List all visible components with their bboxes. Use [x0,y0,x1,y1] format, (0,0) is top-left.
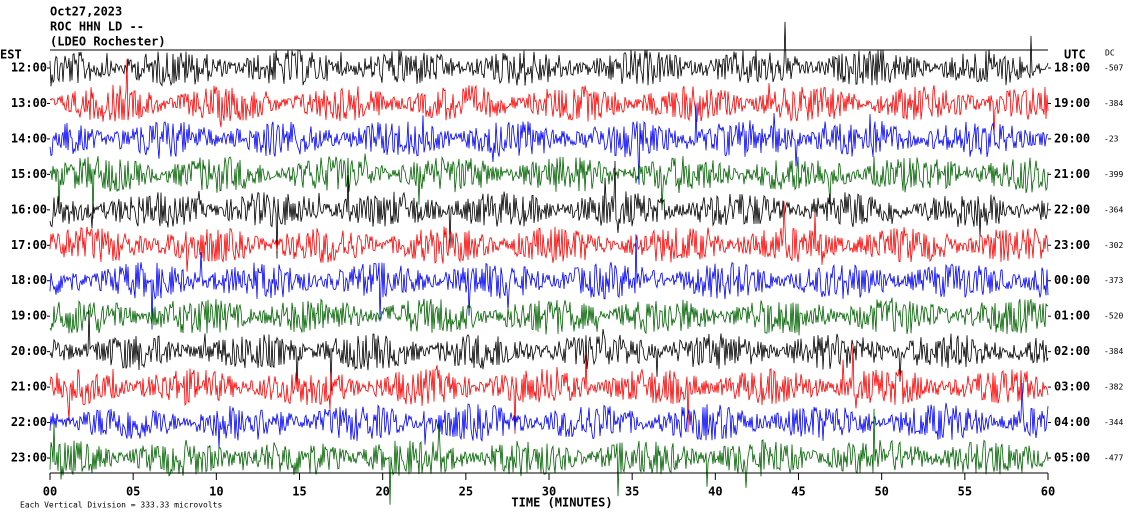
trace [49,153,1049,219]
utc-label: 03:00 [1054,380,1090,394]
header-line: ROC HHN LD -- [50,20,144,34]
est-label: 19:00 [11,309,47,323]
est-label: 14:00 [11,131,47,145]
dc-value: -384 [1104,347,1123,356]
est-label: 23:00 [11,451,47,465]
dc-value: -373 [1104,276,1123,285]
est-label: 13:00 [11,96,47,110]
utc-label: 18:00 [1054,61,1090,75]
est-label: 16:00 [11,202,47,216]
dc-value: -507 [1104,64,1123,73]
trace [49,234,1049,330]
utc-label: 00:00 [1054,273,1090,287]
utc-label: 04:00 [1054,415,1090,429]
traces [49,21,1049,505]
est-label: 21:00 [11,380,47,394]
x-tick-label: 55 [958,485,972,499]
x-tick-label: 60 [1041,485,1055,499]
x-tick-label: 50 [874,485,888,499]
dc-value: -302 [1104,241,1123,250]
header-line: Oct27,2023 [50,5,122,19]
est-label: 20:00 [11,344,47,358]
x-tick-label: 05 [126,485,140,499]
trace [49,201,1049,272]
dc-label: DC [1105,49,1115,58]
dc-value: -477 [1104,454,1123,463]
trace [49,310,1049,391]
dc-value: -344 [1104,418,1123,427]
trace [49,160,1049,259]
x-tick-label: 20 [375,485,389,499]
dc-value: -520 [1104,312,1123,321]
trace [49,342,1049,434]
est-label: 17:00 [11,238,47,252]
trace [49,103,1049,185]
x-tick-label: 45 [791,485,805,499]
est-label: 15:00 [11,167,47,181]
note: Each Vertical Division = 333.33 microvol… [20,501,222,510]
x-tick-label: 15 [292,485,306,499]
utc-label: 01:00 [1054,309,1090,323]
utc-label: 02:00 [1054,344,1090,358]
utc-label: 19:00 [1054,96,1090,110]
utc-label: 23:00 [1054,238,1090,252]
utc-label: 22:00 [1054,202,1090,216]
trace [49,21,1049,87]
trace [49,297,1049,336]
dc-value: -382 [1104,383,1123,392]
dc-value: -23 [1104,134,1119,143]
dc-value: -364 [1104,205,1123,214]
x-tick-label: 30 [542,485,556,499]
est-label: 18:00 [11,273,47,287]
x-axis-label: TIME (MINUTES) [511,496,612,510]
utc-label: 05:00 [1054,451,1090,465]
trace [49,59,1049,136]
utc-label: 20:00 [1054,131,1090,145]
est-label: 22:00 [11,415,47,429]
x-tick-label: 00 [43,485,57,499]
trace [49,382,1049,449]
x-tick-label: 10 [209,485,223,499]
dc-value: -399 [1104,170,1123,179]
utc-label: 21:00 [1054,167,1090,181]
header-line: (LDEO Rochester) [50,35,166,49]
x-tick-label: 35 [625,485,639,499]
trace [49,408,1049,505]
dc-value: -384 [1104,99,1123,108]
right-axis-label: UTC [1064,48,1086,62]
x-tick-label: 25 [459,485,473,499]
est-label: 12:00 [11,61,47,75]
x-tick-label: 40 [708,485,722,499]
left-axis-label: EST [0,48,22,62]
